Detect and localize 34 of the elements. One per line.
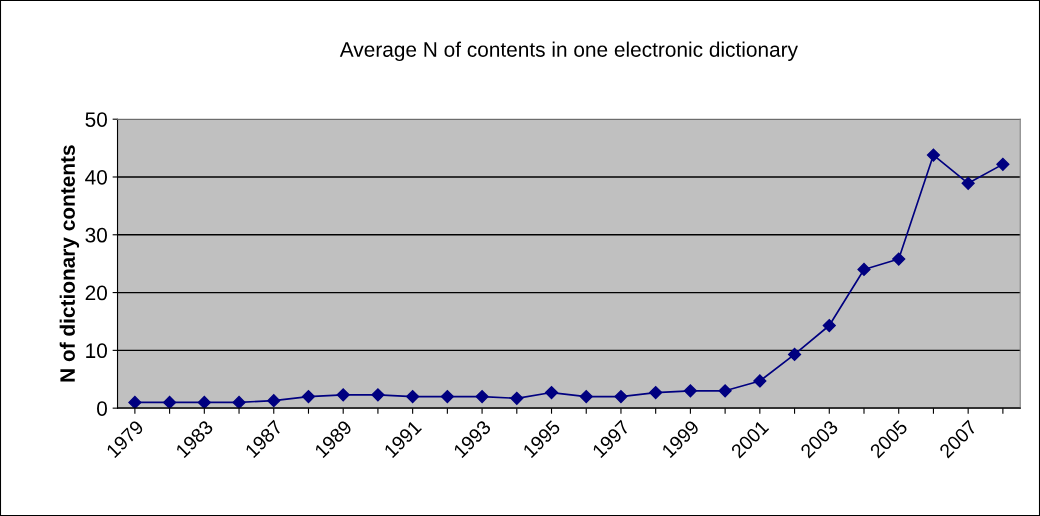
point bbox=[440, 390, 454, 404]
point bbox=[197, 395, 211, 409]
y-axis-title: N of dictionary contents bbox=[59, 145, 80, 382]
point bbox=[475, 390, 489, 404]
y-tick-label: 30 bbox=[85, 227, 107, 243]
point bbox=[267, 394, 281, 408]
point bbox=[996, 157, 1010, 171]
point bbox=[857, 262, 871, 277]
point bbox=[892, 252, 906, 266]
point bbox=[128, 395, 142, 409]
point bbox=[579, 390, 593, 404]
point bbox=[510, 391, 524, 405]
point bbox=[649, 385, 663, 400]
point bbox=[614, 390, 628, 404]
y-tick-label: 10 bbox=[86, 343, 107, 359]
point bbox=[301, 390, 316, 404]
point bbox=[926, 148, 941, 162]
point bbox=[787, 347, 802, 361]
y-tick-label: 0 bbox=[97, 401, 107, 416]
point bbox=[336, 388, 350, 402]
point bbox=[961, 176, 975, 190]
chart-title: Average N of contents in one electronic dictionary bbox=[339, 41, 798, 62]
point bbox=[544, 385, 559, 400]
point bbox=[718, 384, 732, 398]
point bbox=[683, 384, 697, 398]
point bbox=[371, 388, 385, 402]
point bbox=[753, 374, 767, 388]
y-tick-label: 40 bbox=[85, 169, 107, 185]
point bbox=[232, 395, 246, 409]
y-tick-label: 20 bbox=[85, 285, 107, 301]
point bbox=[406, 390, 420, 404]
point bbox=[163, 395, 177, 409]
y-tick-label: 50 bbox=[85, 112, 107, 127]
point bbox=[822, 318, 836, 333]
